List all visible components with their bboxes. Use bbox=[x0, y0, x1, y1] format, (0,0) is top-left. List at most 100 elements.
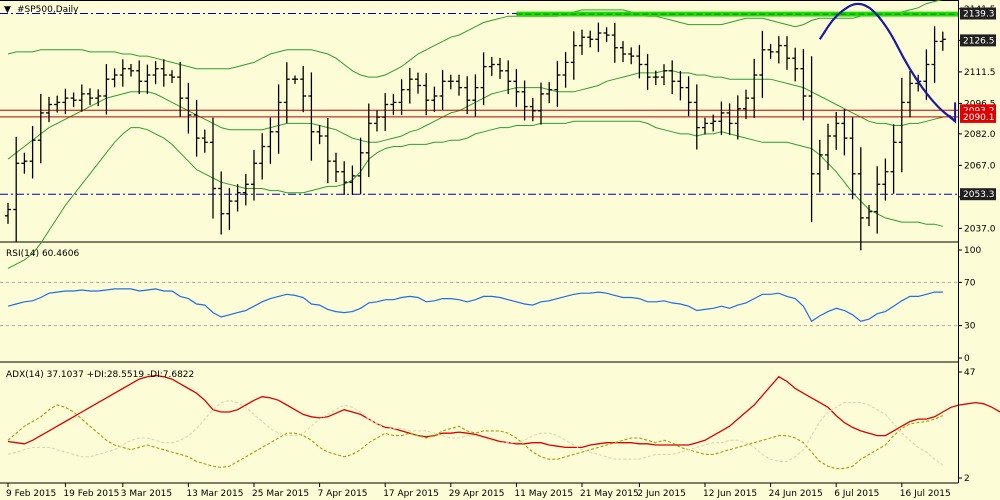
date-label: 29 Apr 2015 bbox=[449, 489, 505, 499]
price-tag: 2126.5 bbox=[960, 34, 996, 47]
date-axis: 9 Feb 2015 19 Feb 2015 3 Mar 2015 13 Mar 20… bbox=[6, 483, 951, 499]
price-bar bbox=[505, 60, 512, 94]
price-bar bbox=[702, 117, 708, 135]
price-bar bbox=[488, 57, 495, 76]
price-bar bbox=[103, 64, 110, 115]
price-bar bbox=[447, 74, 454, 90]
price-bar bbox=[300, 66, 307, 113]
price-bar bbox=[37, 93, 44, 164]
rsi-scale-label: 0 bbox=[964, 354, 970, 364]
price-bar bbox=[849, 117, 856, 200]
adx-scale-label: 2 bbox=[964, 474, 970, 484]
price-bar bbox=[136, 60, 143, 94]
price-bar bbox=[554, 60, 561, 108]
price-bar bbox=[431, 86, 438, 112]
price-bar bbox=[292, 75, 298, 84]
date-label: 9 Feb 2015 bbox=[6, 489, 56, 499]
date-label: 17 Apr 2015 bbox=[383, 489, 439, 499]
price-scale-label: 2082.0 bbox=[964, 130, 996, 140]
main-price-panel: ▼ #SP500,Daily bbox=[0, 0, 958, 269]
forecast-arrowhead bbox=[948, 102, 957, 124]
horizontal-lines bbox=[0, 13, 958, 195]
price-tag-background bbox=[960, 188, 996, 201]
price-scale-label: 2111.5 bbox=[964, 68, 996, 78]
price-bar bbox=[160, 59, 167, 87]
rsi-series bbox=[0, 281, 958, 327]
price-bar bbox=[562, 52, 569, 88]
forecast-curve bbox=[818, 2, 956, 123]
price-bar bbox=[669, 60, 676, 94]
price-bar bbox=[13, 136, 20, 242]
price-bar bbox=[628, 47, 635, 65]
price-bar bbox=[939, 31, 946, 51]
price-bar bbox=[907, 71, 913, 118]
price-bar bbox=[685, 76, 692, 117]
date-label: 13 Mar 2015 bbox=[186, 489, 243, 499]
date-label: 12 Jun 2015 bbox=[703, 489, 757, 499]
chart-title-text: #SP500,Daily bbox=[17, 5, 79, 15]
price-bar bbox=[62, 88, 69, 114]
price-bar bbox=[78, 84, 85, 112]
price-bar bbox=[5, 202, 11, 224]
price-bar bbox=[177, 62, 184, 117]
price-bar bbox=[792, 47, 799, 82]
price-bar bbox=[497, 57, 503, 79]
price-bar bbox=[898, 77, 905, 173]
rsi-scale-label: 30 bbox=[964, 322, 976, 332]
price-bar bbox=[882, 158, 889, 201]
price-bar bbox=[95, 89, 102, 107]
price-bar bbox=[152, 61, 159, 85]
price-bar bbox=[349, 165, 356, 195]
title-marker: ▼ bbox=[4, 5, 11, 15]
price-bar bbox=[54, 95, 61, 113]
adx-title: ADX(14) 37.1037 +DI:28.5519 -DI:7.6822 bbox=[6, 370, 194, 380]
price-bar bbox=[439, 70, 446, 110]
price-bar bbox=[603, 27, 610, 42]
price-tag: 2090.1 bbox=[960, 110, 996, 123]
price-tag-background bbox=[960, 110, 996, 123]
price-bar bbox=[611, 22, 618, 63]
price-bar bbox=[538, 82, 544, 125]
price-bar bbox=[620, 41, 626, 63]
price-tag-label: 2090.1 bbox=[963, 113, 995, 123]
price-bar bbox=[390, 93, 397, 115]
price-bar bbox=[46, 96, 52, 123]
price-bar bbox=[234, 184, 241, 212]
price-bar bbox=[415, 72, 421, 94]
ohlc-bars bbox=[5, 22, 946, 251]
rsi-line bbox=[7, 288, 943, 323]
price-bar bbox=[365, 103, 372, 178]
price-bar bbox=[333, 152, 339, 183]
price-bar bbox=[857, 147, 864, 251]
rsi-scale-label: 70 bbox=[964, 278, 976, 288]
adx-panel: ADX(14) 37.1037 +DI:28.5519 -DI:7.6822 bbox=[0, 370, 1000, 484]
date-label: 3 Mar 2015 bbox=[121, 489, 172, 499]
price-bar bbox=[595, 22, 602, 52]
price-bar bbox=[931, 26, 938, 83]
price-bar bbox=[743, 89, 749, 120]
date-label: 25 Mar 2015 bbox=[252, 489, 309, 499]
price-bar bbox=[128, 64, 134, 77]
price-bar bbox=[251, 150, 257, 201]
date-label: 2 Jun 2015 bbox=[637, 489, 685, 499]
date-label: 16 Jul 2015 bbox=[900, 489, 951, 499]
price-bar bbox=[275, 84, 282, 154]
price-bar bbox=[652, 70, 659, 86]
forecast-path bbox=[818, 2, 957, 124]
price-bar bbox=[259, 133, 266, 180]
price-tag-background bbox=[960, 7, 996, 20]
price-bar bbox=[833, 112, 840, 150]
price-bar bbox=[890, 124, 897, 194]
price-bar bbox=[406, 67, 413, 104]
rsi-title: RSI(14) 60.4606 bbox=[6, 249, 79, 259]
price-bar bbox=[472, 74, 479, 117]
price-bar bbox=[480, 52, 487, 105]
price-bar bbox=[677, 70, 684, 101]
date-label: 7 Apr 2015 bbox=[318, 489, 368, 499]
price-bar bbox=[710, 114, 717, 132]
price-bar bbox=[874, 166, 881, 234]
price-tag-background bbox=[960, 34, 996, 47]
price-bar bbox=[734, 95, 741, 140]
